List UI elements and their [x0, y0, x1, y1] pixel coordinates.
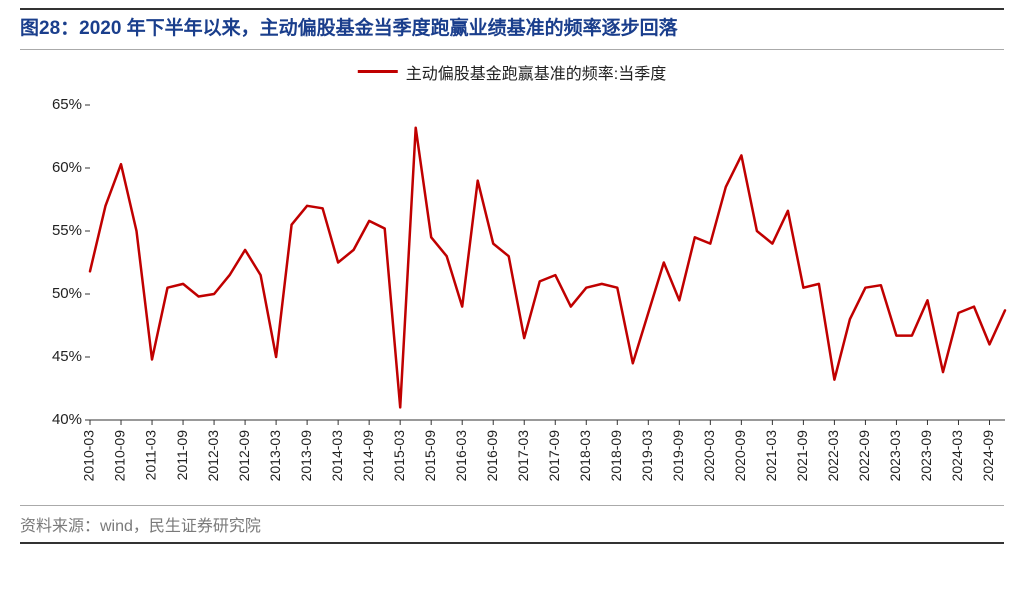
svg-text:2016-09: 2016-09 — [484, 429, 500, 481]
svg-text:2013-09: 2013-09 — [298, 429, 314, 481]
svg-text:2014-09: 2014-09 — [360, 429, 376, 481]
svg-text:2023-03: 2023-03 — [887, 429, 903, 481]
svg-text:2016-03: 2016-03 — [453, 429, 469, 481]
title-bar: 图28：2020 年下半年以来，主动偏股基金当季度跑赢业绩基准的频率逐步回落 — [20, 8, 1004, 50]
svg-text:45%: 45% — [52, 348, 82, 365]
svg-text:2022-03: 2022-03 — [825, 429, 841, 481]
svg-text:2010-09: 2010-09 — [112, 429, 128, 481]
legend: 主动偏股基金跑赢基准的频率:当季度 — [358, 60, 666, 84]
svg-text:2022-09: 2022-09 — [856, 429, 872, 481]
svg-text:55%: 55% — [52, 222, 82, 239]
svg-text:40%: 40% — [52, 411, 82, 428]
svg-text:2023-09: 2023-09 — [918, 429, 934, 481]
line-chart-svg: 40% 45% 50% 55% 60% 65% 2010-03 2010-09 2011-03 2… — [20, 60, 1020, 515]
svg-text:50%: 50% — [52, 285, 82, 302]
svg-text:2021-03: 2021-03 — [763, 429, 779, 481]
svg-text:2017-09: 2017-09 — [546, 429, 562, 481]
svg-text:2019-09: 2019-09 — [670, 429, 686, 481]
chart-area: 主动偏股基金跑赢基准的频率:当季度 40% 45% 50% 55% 60% 65% 2010… — [20, 50, 1004, 505]
svg-text:2012-03: 2012-03 — [205, 429, 221, 481]
source-text: 资料来源：wind，民生证券研究院 — [20, 518, 261, 535]
chart-title: 图28：2020 年下半年以来，主动偏股基金当季度跑赢业绩基准的频率逐步回落 — [20, 16, 1004, 43]
svg-text:2021-09: 2021-09 — [794, 429, 810, 481]
svg-text:2012-09: 2012-09 — [236, 429, 252, 481]
svg-text:2015-03: 2015-03 — [391, 429, 407, 481]
svg-text:2024-03: 2024-03 — [949, 429, 965, 481]
svg-text:2018-09: 2018-09 — [608, 429, 624, 481]
svg-text:2013-03: 2013-03 — [267, 429, 283, 481]
svg-text:2014-03: 2014-03 — [329, 429, 345, 481]
legend-swatch — [358, 70, 398, 73]
svg-text:65%: 65% — [52, 96, 82, 113]
legend-label: 主动偏股基金跑赢基准的频率:当季度 — [406, 60, 666, 84]
svg-text:2011-03: 2011-03 — [143, 429, 159, 480]
svg-text:2020-09: 2020-09 — [732, 429, 748, 481]
svg-text:2018-03: 2018-03 — [577, 429, 593, 481]
svg-text:2010-03: 2010-03 — [81, 429, 97, 481]
svg-text:2020-03: 2020-03 — [701, 429, 717, 481]
svg-text:2024-09: 2024-09 — [980, 429, 996, 481]
svg-text:2011-09: 2011-09 — [174, 429, 190, 480]
series-line — [90, 127, 1005, 407]
svg-text:2015-09: 2015-09 — [422, 429, 438, 481]
svg-text:2019-03: 2019-03 — [639, 429, 655, 481]
svg-text:2017-03: 2017-03 — [515, 429, 531, 481]
svg-text:60%: 60% — [52, 159, 82, 176]
figure-container: 图28：2020 年下半年以来，主动偏股基金当季度跑赢业绩基准的频率逐步回落 主… — [0, 0, 1024, 552]
